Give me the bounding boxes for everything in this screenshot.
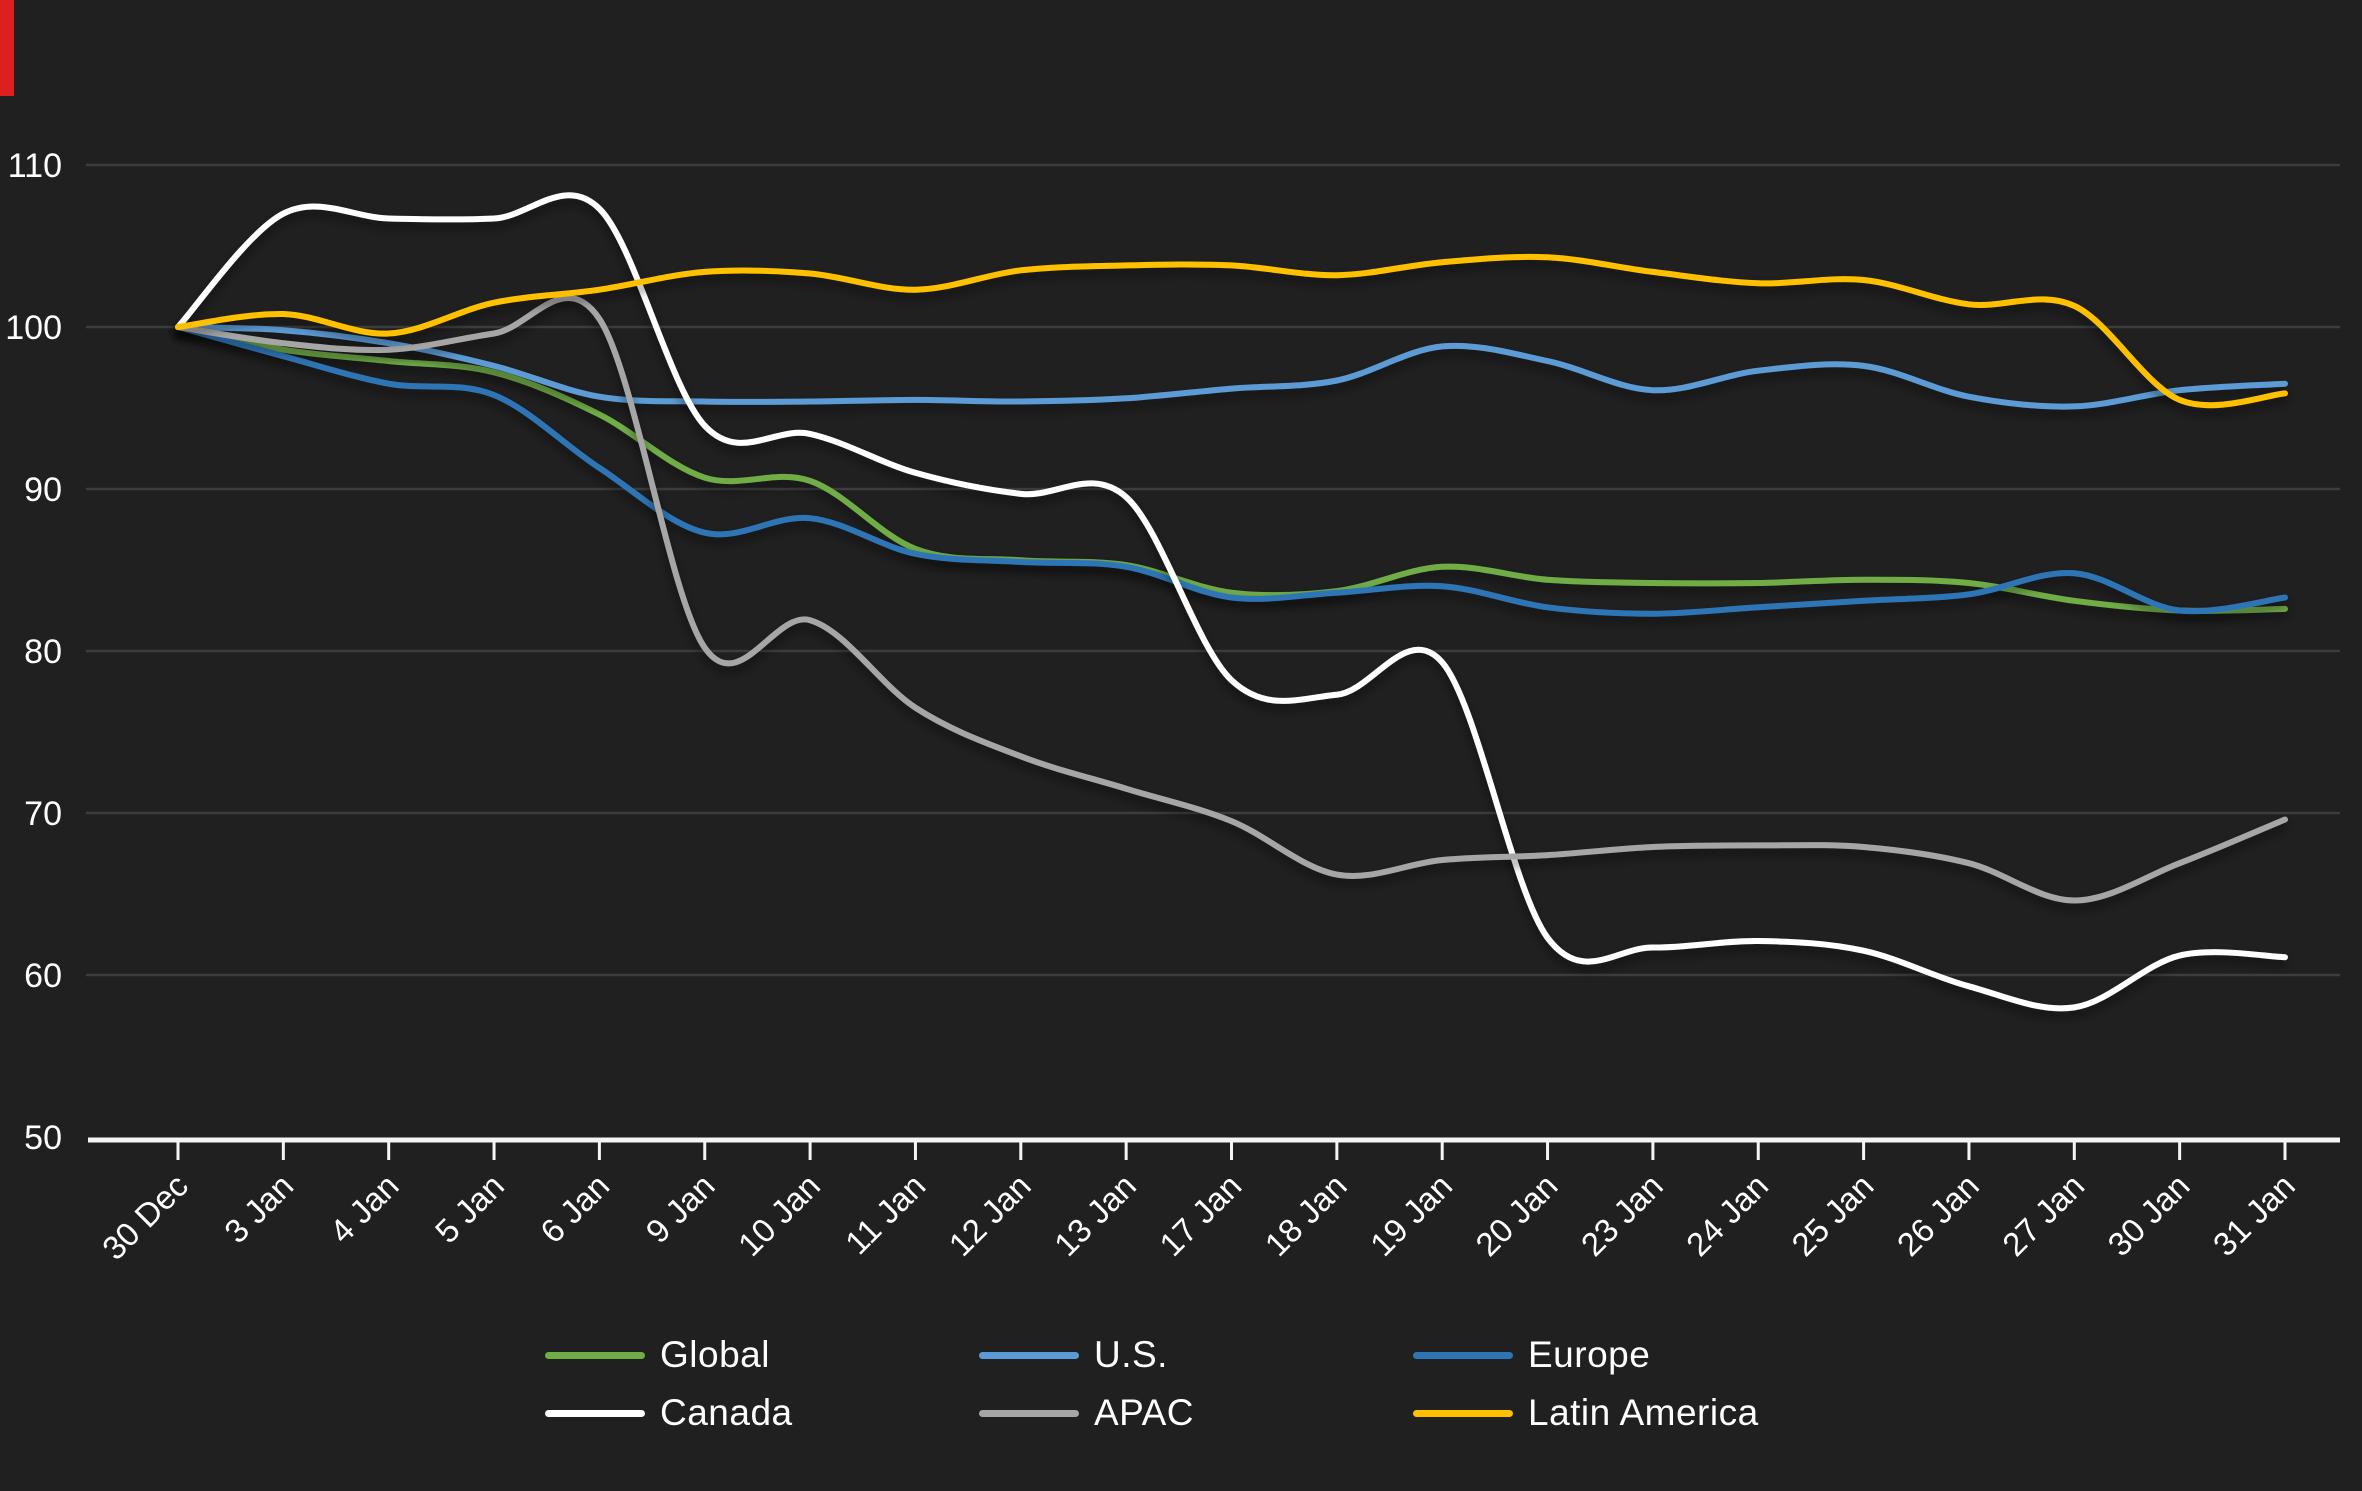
gridlines [86, 163, 2340, 977]
x-axis-label-5: 9 Jan [638, 1167, 721, 1250]
chart-legend: Global U.S. Europe Canada APAC Latin America [545, 1326, 1853, 1442]
x-axis-label-4: 6 Jan [533, 1167, 616, 1250]
x-axis-label-7: 11 Jan [838, 1167, 932, 1261]
y-axis-label-80: 80 [24, 633, 62, 671]
x-axis-label-0: 30 Dec [95, 1167, 195, 1267]
x-axis-label-16: 25 Jan [1784, 1167, 1880, 1263]
legend-item-europe[interactable]: Europe [1413, 1334, 1853, 1376]
legend-item-apac[interactable]: APAC [979, 1392, 1413, 1434]
legend-swatch-icon [979, 1351, 1079, 1359]
x-axis-label-3: 5 Jan [428, 1167, 511, 1250]
x-axis-label-19: 30 Jan [2100, 1167, 2196, 1263]
legend-swatch-icon [1413, 1409, 1513, 1417]
series-line-global [175, 324, 2288, 614]
legend-label: U.S. [1094, 1334, 1168, 1375]
x-axis-label-2: 4 Jan [322, 1167, 405, 1250]
y-axis-label-110: 110 [8, 147, 62, 185]
x-axis-label-14: 23 Jan [1574, 1167, 1670, 1263]
series-line-europe [175, 324, 2288, 617]
x-axis-label-13: 20 Jan [1468, 1167, 1564, 1263]
x-axis-label-1: 3 Jan [217, 1167, 300, 1250]
legend-label: Europe [1528, 1334, 1651, 1375]
series-line-apac [175, 295, 2288, 904]
x-axis-label-17: 26 Jan [1890, 1167, 1986, 1263]
x-axis-label-20: 31 Jan [2206, 1167, 2302, 1263]
series-lines [175, 192, 2288, 1012]
x-axis-label-18: 27 Jan [1995, 1167, 2091, 1263]
x-axis-label-10: 17 Jan [1152, 1167, 1248, 1263]
series-line-canada [175, 192, 2288, 1012]
legend-label: APAC [1094, 1392, 1195, 1433]
x-axis-label-6: 10 Jan [731, 1167, 827, 1263]
x-axis-label-12: 19 Jan [1363, 1167, 1459, 1263]
legend-swatch-icon [545, 1351, 645, 1359]
x-axis-label-15: 24 Jan [1679, 1167, 1775, 1263]
legend-swatch-icon [1413, 1351, 1513, 1359]
axis-labels: 110 100 90 80 70 60 50 30 Dec 3 Jan 4 Jan 5 Jan 6 J… [5, 147, 2302, 1267]
screen-corner-marker [0, 0, 14, 96]
y-axis-label-100: 100 [5, 309, 62, 347]
y-axis-label-60: 60 [24, 957, 62, 995]
x-axis-label-11: 18 Jan [1258, 1167, 1354, 1263]
legend-label: Canada [660, 1392, 793, 1433]
legend-item-canada[interactable]: Canada [545, 1392, 979, 1434]
y-axis-label-90: 90 [24, 471, 62, 509]
x-axis [88, 1137, 2340, 1160]
legend-label: Global [660, 1334, 770, 1375]
legend-item-latin-america[interactable]: Latin America [1413, 1392, 1853, 1434]
x-axis-label-8: 12 Jan [942, 1167, 1038, 1263]
x-axis-label-9: 13 Jan [1047, 1167, 1143, 1263]
series-line-latin-america [175, 253, 2288, 409]
y-axis-label-70: 70 [24, 795, 62, 833]
y-axis-label-50: 50 [24, 1119, 62, 1157]
series-line-u-s [175, 324, 2288, 410]
legend-item-u-s[interactable]: U.S. [979, 1334, 1413, 1376]
legend-swatch-icon [545, 1409, 645, 1417]
legend-swatch-icon [979, 1409, 1079, 1417]
legend-item-global[interactable]: Global [545, 1334, 979, 1376]
legend-label: Latin America [1528, 1392, 1759, 1433]
